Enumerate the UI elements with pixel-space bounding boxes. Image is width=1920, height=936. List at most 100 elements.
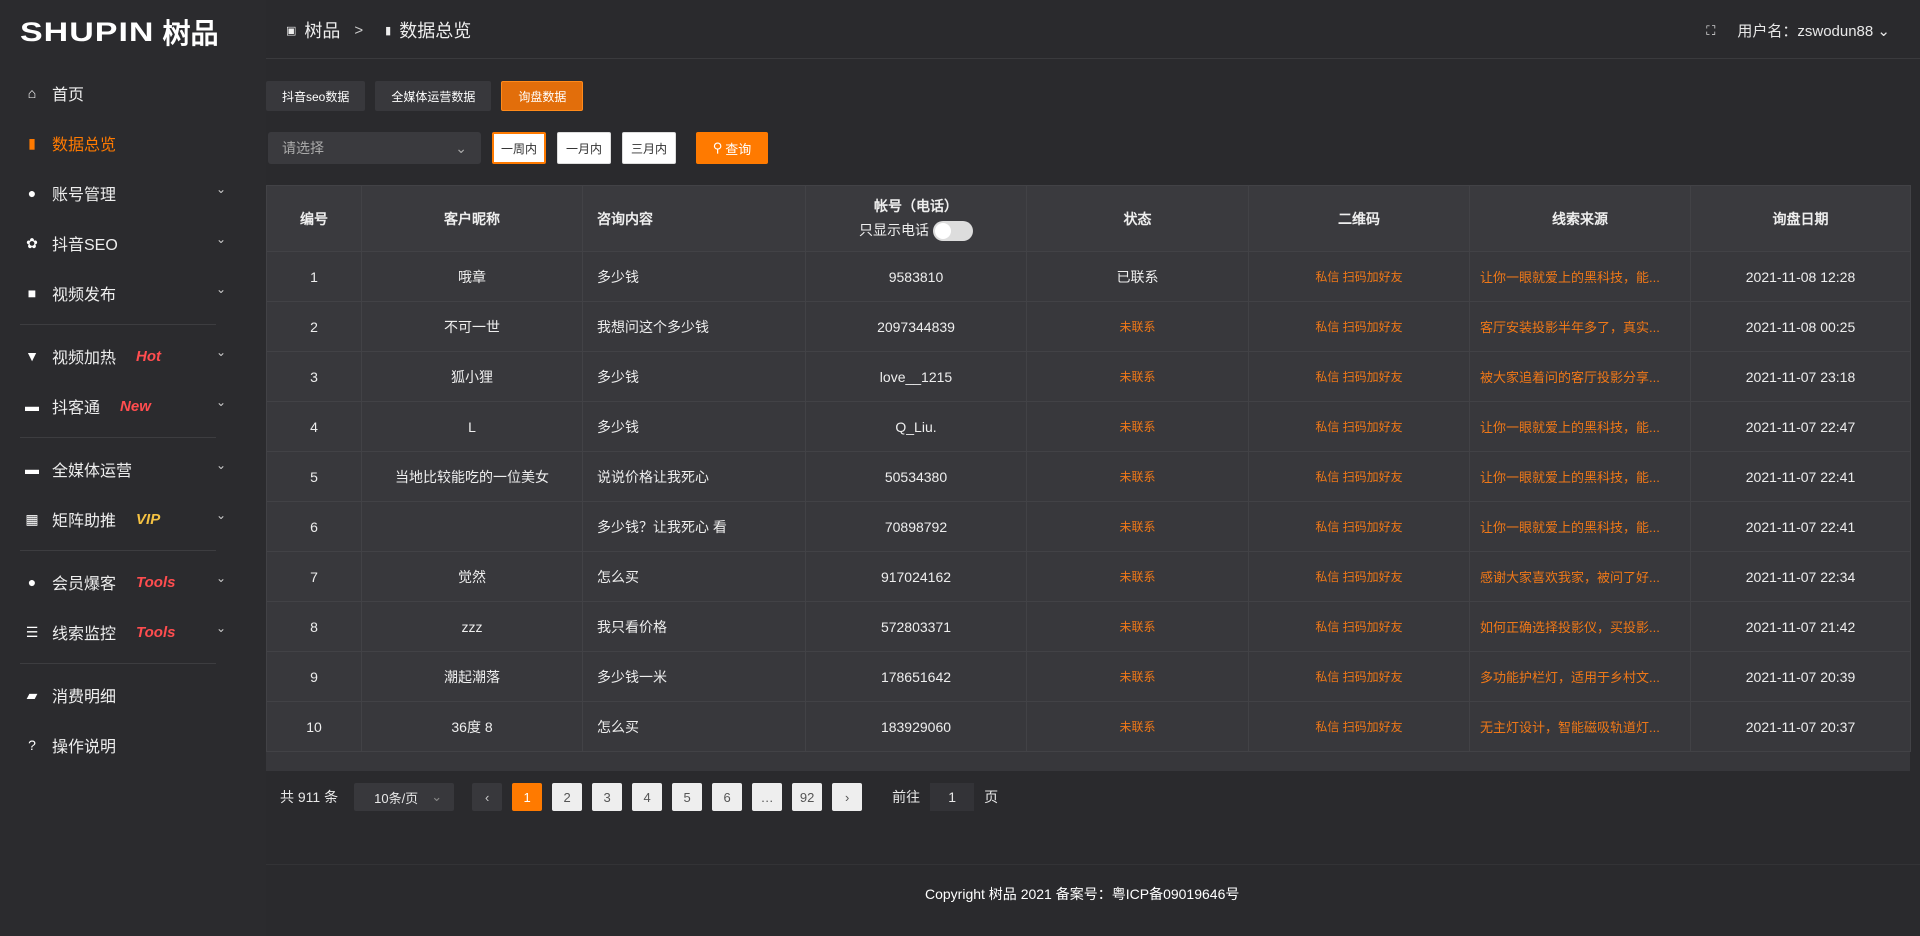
qr-actions[interactable]: 私信 扫码加好友 [1248, 301, 1470, 352]
qr-actions[interactable]: 私信 扫码加好友 [1248, 351, 1470, 402]
row-id: 10 [266, 701, 362, 752]
tab-2[interactable]: 询盘数据 [501, 81, 584, 111]
account: love__1215 [805, 351, 1027, 402]
sidebar-item-8[interactable]: ▦ 矩阵助推 VIP ⌄ [0, 494, 266, 544]
sidebar-item-3[interactable]: ✿ 抖音SEO ⌄ [0, 218, 266, 268]
qr-actions[interactable]: 私信 扫码加好友 [1248, 701, 1470, 752]
pagination: 共 911 条 10条/页 ⌄ ‹ 1 2 3 4 5 6… 92 › 前往 1 页 [280, 783, 998, 811]
page-button[interactable]: 4 [632, 783, 663, 811]
select-placeholder: 请选择 [282, 140, 324, 156]
chevron-down-icon: ⌄ [215, 345, 226, 359]
goto-page-input[interactable]: 1 [930, 783, 975, 811]
sidebar-item-10[interactable]: ☰ 线索监控 Tools ⌄ [0, 607, 266, 657]
search-icon: ⚲ [712, 140, 723, 155]
chevron-down-icon: ⌄ [215, 621, 226, 635]
sidebar-item-6[interactable]: ▬ 抖客通 New ⌄ [0, 381, 266, 431]
qr-actions[interactable]: 私信 扫码加好友 [1248, 251, 1470, 302]
chevron-right-icon: › [844, 789, 850, 805]
column-header: 询盘日期 [1690, 185, 1911, 252]
phone-only-toggle[interactable] [933, 221, 973, 242]
qr-actions[interactable]: 私信 扫码加好友 [1248, 551, 1470, 602]
column-header-label: 状态 [1123, 210, 1152, 227]
sidebar-badge: VIP [136, 510, 161, 528]
status: 未联系 [1026, 651, 1249, 702]
sliders-icon: ☰ [25, 623, 39, 640]
total-count: 共 911 条 [280, 789, 339, 805]
status: 未联系 [1026, 501, 1249, 552]
page-button[interactable]: 6 [712, 783, 743, 811]
customer-nickname: L [361, 401, 583, 452]
lead-source[interactable]: 让你一眼就爱上的黑科技，能... [1469, 251, 1691, 302]
status: 未联系 [1026, 401, 1249, 452]
column-header-label: 询盘日期 [1772, 210, 1829, 227]
page-size-select[interactable]: 10条/页 ⌄ [354, 783, 455, 811]
qr-actions[interactable]: 私信 扫码加好友 [1248, 501, 1470, 552]
row-id: 3 [266, 351, 362, 402]
lead-source[interactable]: 被大家追着问的客厅投影分享... [1469, 351, 1691, 402]
qr-actions[interactable]: 私信 扫码加好友 [1248, 451, 1470, 502]
source-select[interactable]: 请选择 ⌄ [268, 132, 481, 164]
page-button[interactable]: 92 [792, 783, 823, 811]
lead-source[interactable]: 客厅安装投影半年多了，真实... [1469, 301, 1691, 352]
sidebar-divider [20, 324, 216, 325]
sidebar-item-7[interactable]: ▬ 全媒体运营 ⌄ [0, 444, 266, 494]
lead-source[interactable]: 让你一眼就爱上的黑科技，能... [1469, 501, 1691, 552]
sidebar-item-12[interactable]: ? 操作说明 [0, 720, 266, 770]
account: 70898792 [805, 501, 1027, 552]
sidebar-item-label: 抖客通 [52, 400, 101, 417]
page-button[interactable]: 1 [512, 783, 543, 811]
inquiry-content: 多少钱 [582, 351, 806, 402]
column-header-label: 线索来源 [1552, 210, 1608, 227]
page-button[interactable]: 5 [672, 783, 703, 811]
customer-nickname: 狐小狸 [361, 351, 583, 402]
tab-0[interactable]: 抖音seo数据 [266, 81, 366, 111]
column-header: 二维码 [1248, 185, 1470, 252]
customer-nickname: 不可一世 [361, 301, 583, 352]
sidebar-item-0[interactable]: ⌂ 首页 [0, 68, 266, 118]
phone-filter: 只显示电话 [806, 220, 1026, 242]
sidebar-item-label: 矩阵助推 [52, 513, 117, 530]
more-pages-button[interactable]: … [752, 783, 783, 811]
help-icon: ? [28, 737, 36, 753]
lead-source[interactable]: 让你一眼就爱上的黑科技，能... [1469, 401, 1691, 452]
lead-source[interactable]: 无主灯设计，智能磁吸轨道灯... [1469, 701, 1691, 752]
query-button[interactable]: ⚲ 查询 [696, 132, 768, 164]
lead-source[interactable]: 让你一眼就爱上的黑科技，能... [1469, 451, 1691, 502]
page-button[interactable]: 3 [592, 783, 623, 811]
sidebar-item-9[interactable]: ● 会员爆客 Tools ⌄ [0, 557, 266, 607]
sidebar-item-11[interactable]: ▰ 消费明细 [0, 670, 266, 720]
user-menu[interactable]: 用户名：zswodun88 ⌄ [1737, 20, 1890, 41]
sidebar-item-2[interactable]: ● 账号管理 ⌄ [0, 168, 266, 218]
chat-icon: ▬ [25, 398, 39, 414]
chevron-down-icon: ⌄ [215, 232, 226, 246]
inquiry-content: 多少钱一米 [582, 651, 806, 702]
fullscreen-icon[interactable]: ⛶ [1706, 22, 1716, 38]
sidebar-item-5[interactable]: ▼ 视频加热 Hot ⌄ [0, 331, 266, 381]
lead-source[interactable]: 多功能护栏灯，适用于乡村文... [1469, 651, 1691, 702]
qr-actions[interactable]: 私信 扫码加好友 [1248, 601, 1470, 652]
lead-source[interactable]: 如何正确选择投影仪，买投影... [1469, 601, 1691, 652]
prev-page-button[interactable]: ‹ [472, 783, 503, 811]
next-page-button[interactable]: › [832, 783, 863, 811]
customer-nickname: 潮起潮落 [361, 651, 583, 702]
logo[interactable]: SHUPIN 树品 [20, 12, 218, 52]
sidebar-item-4[interactable]: ■ 视频发布 ⌄ [0, 268, 266, 318]
range-button-2[interactable]: 三月内 [622, 132, 676, 164]
sidebar-item-1[interactable]: ▮ 数据总览 [0, 118, 266, 168]
range-button-0[interactable]: 一周内 [492, 132, 546, 164]
table-row: 8 zzz 我只看价格 572803371 未联系 私信 扫码加好友 如何正确选择投影仪，买… [266, 601, 1911, 652]
lead-source[interactable]: 感谢大家喜欢我家，被问了好... [1469, 551, 1691, 602]
sidebar-item-label: 抖音SEO [52, 237, 118, 254]
column-header-label: 客户昵称 [444, 210, 500, 227]
column-header: 线索来源 [1469, 185, 1691, 252]
chevron-down-icon: ⌄ [215, 508, 226, 522]
qr-actions[interactable]: 私信 扫码加好友 [1248, 401, 1470, 452]
gear-icon: ✿ [26, 234, 38, 251]
inquiry-date: 2021-11-07 20:37 [1690, 701, 1911, 752]
page-button[interactable]: 2 [552, 783, 583, 811]
inquiry-content: 多少钱？让我死心 看 [582, 501, 806, 552]
breadcrumb-root[interactable]: 树品 [304, 21, 341, 41]
qr-actions[interactable]: 私信 扫码加好友 [1248, 651, 1470, 702]
tab-1[interactable]: 全媒体运营数据 [375, 81, 492, 111]
range-button-1[interactable]: 一月内 [557, 132, 611, 164]
